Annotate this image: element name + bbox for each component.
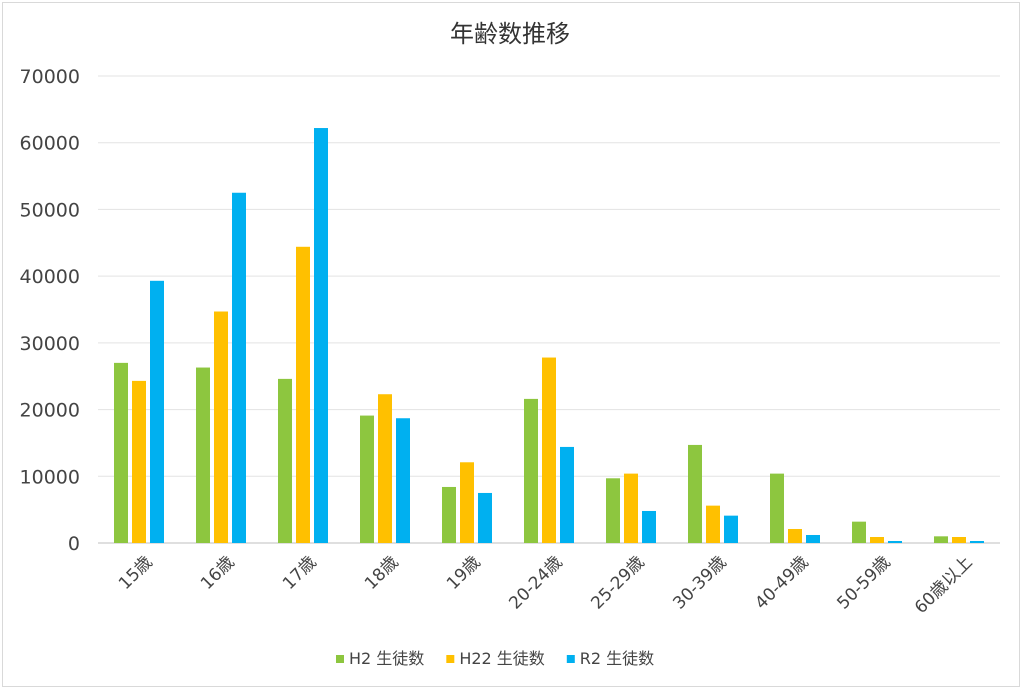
y-tick-label: 50000 — [20, 199, 80, 221]
bar — [214, 311, 228, 543]
x-tick-label: 19歳 — [443, 552, 484, 593]
bar — [806, 534, 820, 543]
gridlines — [98, 75, 1000, 544]
bar — [278, 378, 292, 543]
bar — [442, 486, 456, 543]
y-tick-label: 10000 — [20, 466, 80, 488]
legend-swatch — [566, 655, 575, 663]
bar — [724, 515, 738, 543]
legend-item: H2 生徒数 — [336, 649, 424, 668]
bar — [150, 280, 164, 543]
bar — [870, 536, 884, 543]
x-tick-label: 16歳 — [197, 552, 238, 593]
bar — [542, 357, 556, 543]
legend-swatch — [336, 655, 344, 663]
legend-label: R2 生徒数 — [580, 649, 654, 668]
legend-label: H22 生徒数 — [459, 649, 544, 668]
bar — [378, 394, 392, 543]
bar — [852, 521, 866, 543]
x-tick-label: 25-29歳 — [587, 552, 648, 613]
x-tick-label: 18歳 — [361, 552, 402, 593]
x-tick-label: 50-59歳 — [833, 552, 894, 613]
bar — [524, 398, 538, 543]
legend: H2 生徒数 H22 生徒数 R2 生徒数 — [336, 649, 654, 668]
bar — [706, 505, 720, 543]
bar — [396, 418, 410, 543]
y-tick-label: 40000 — [20, 266, 80, 288]
x-tick-label: 60歳以上 — [911, 552, 977, 618]
y-tick-label: 70000 — [20, 66, 80, 88]
x-tick-label: 20-24歳 — [505, 552, 566, 613]
x-tick-label: 30-39歳 — [669, 552, 730, 613]
bar — [770, 473, 784, 543]
bar — [360, 415, 374, 543]
y-tick-label: 60000 — [20, 133, 80, 155]
bar — [934, 536, 948, 543]
bar — [314, 128, 328, 543]
bar — [132, 380, 146, 543]
x-axis: 15歳 16歳 17歳 18歳 19歳 20-24歳 25-29歳 30-39歳 40-49歳 5… — [115, 552, 976, 618]
x-tick-label: 40-49歳 — [751, 552, 812, 613]
bar — [460, 462, 474, 543]
bar — [606, 478, 620, 543]
bar — [560, 446, 574, 543]
bars — [114, 128, 984, 543]
legend-item: R2 生徒数 — [566, 649, 654, 668]
bar — [624, 473, 638, 543]
bar — [114, 362, 128, 543]
bar — [952, 536, 966, 543]
y-axis: 0 10000 20000 30000 40000 50000 60000 70000 — [20, 66, 80, 555]
bar — [788, 528, 802, 543]
x-tick-label: 15歳 — [115, 552, 156, 593]
legend-swatch — [446, 655, 455, 663]
bar — [888, 540, 902, 543]
bar — [970, 540, 984, 543]
y-tick-label: 30000 — [20, 333, 80, 355]
bar — [232, 192, 246, 543]
bar — [478, 492, 492, 543]
bar — [688, 444, 702, 543]
legend-item: H22 生徒数 — [446, 649, 545, 668]
chart-title: 年齢数推移 — [450, 20, 570, 48]
bar — [642, 510, 656, 543]
bar — [296, 246, 310, 543]
bar — [196, 367, 210, 543]
y-tick-label: 0 — [68, 533, 80, 555]
legend-label: H2 生徒数 — [349, 649, 424, 668]
y-tick-label: 20000 — [20, 400, 80, 422]
x-tick-label: 17歳 — [279, 552, 320, 593]
